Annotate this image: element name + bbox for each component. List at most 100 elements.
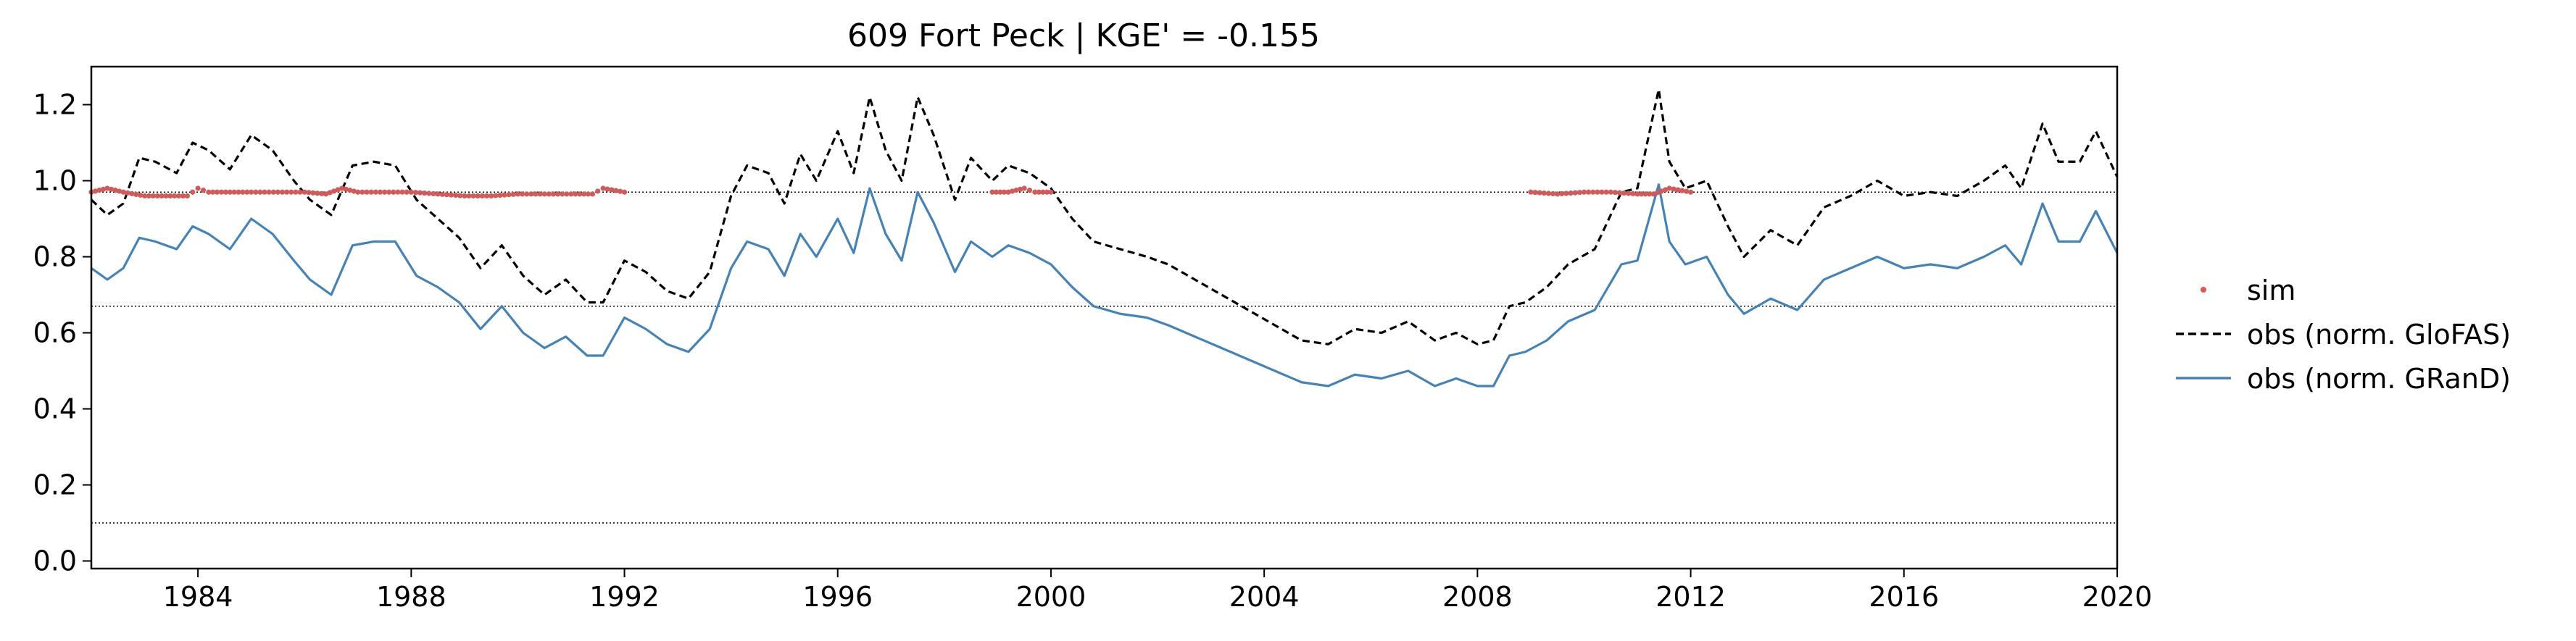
sim-point [190,189,196,195]
sim-point [343,186,349,192]
sim-point [351,188,357,194]
sim-point [310,190,316,196]
sim-point [244,189,250,195]
legend-sim-marker [2201,287,2206,293]
sim-point [1040,189,1046,195]
sim-point [159,193,165,199]
sim-point [1663,187,1669,193]
sim-point [573,191,578,197]
sim-point [120,189,126,195]
sim-point [1532,190,1538,196]
sim-point [1545,190,1552,196]
sim-point [1638,191,1645,197]
sim-point [167,193,173,199]
sim-point [395,189,401,195]
sim-point [214,189,220,195]
y-tick-label: 0.4 [33,393,77,425]
sim-point [431,190,436,197]
sim-point [141,193,148,199]
sim-point [92,188,99,194]
sim-point [339,185,345,191]
series-line-grand [91,183,2119,387]
sim-point [373,189,378,195]
sim-point [108,186,115,192]
sim-point [381,189,388,195]
sim-point [176,193,182,199]
y-tick-label: 0.8 [33,241,77,273]
sim-point [489,193,494,199]
sim-point [1555,191,1561,197]
sim-point [227,189,233,195]
sim-point [270,189,276,195]
sim-point [129,190,135,196]
sim-point [266,189,272,195]
sim-point [306,190,312,196]
sim-point [1634,191,1640,197]
sim-point [604,186,610,192]
plot-series [88,88,2119,387]
sim-point [541,191,547,197]
sim-point [1032,189,1038,195]
sim-point [528,191,534,197]
sim-point [319,190,325,196]
sim-point [1671,186,1677,192]
sim-point [502,192,507,198]
sim-point [483,193,490,199]
sim-point [1568,190,1574,196]
sim-point [1005,189,1011,195]
sim-point [1621,190,1627,196]
sim-point [184,193,190,199]
sim-point [453,193,459,198]
sim-point [1581,189,1587,195]
x-tick-label: 2004 [1229,581,1300,613]
sim-point [1675,187,1681,193]
sim-point [497,193,503,198]
sim-point [1658,188,1664,194]
x-tick-label: 1992 [589,581,660,613]
sim-point [1528,189,1534,195]
sim-point [1563,190,1569,196]
sim-point [568,191,574,197]
sim-point [1599,189,1605,195]
sim-point [249,189,254,195]
sim-point [1001,189,1007,195]
sim-point [1642,191,1648,197]
sim-point [554,191,561,197]
sim-point [1021,185,1027,191]
sim-point [1630,190,1636,197]
sim-point [589,191,595,197]
sim-point [180,193,186,199]
sim-point [104,185,110,191]
sim-point [444,192,449,198]
sim-point [253,189,259,195]
sim-point [470,193,476,199]
y-axis: 0.0 0.2 0.4 0.6 0.8 1.0 1.2 [33,89,91,577]
sim-point [323,191,329,197]
sim-point [236,189,241,195]
sim-point [404,189,410,195]
sim-point [613,188,619,193]
sim-point [493,193,499,198]
sim-point [1044,189,1050,195]
sim-point [240,189,246,195]
sim-point [1608,189,1613,195]
x-tick-label: 2016 [1869,581,1939,613]
sim-point [1684,188,1690,194]
sim-point [1655,190,1661,196]
sim-point [368,189,374,195]
sim-point [435,191,441,197]
sim-point [439,191,445,197]
sim-point [564,191,570,197]
sim-point [989,189,995,195]
sim-point [1036,189,1042,195]
sim-point [479,193,485,199]
sim-point [275,189,281,195]
sim-point [1010,188,1015,194]
x-tick-label: 2020 [2082,581,2153,613]
sim-point [288,189,294,195]
x-tick-label: 2008 [1442,581,1513,613]
sim-point [577,191,583,197]
sim-point [206,189,212,195]
sim-point [609,187,615,193]
sim-point [1616,190,1623,196]
